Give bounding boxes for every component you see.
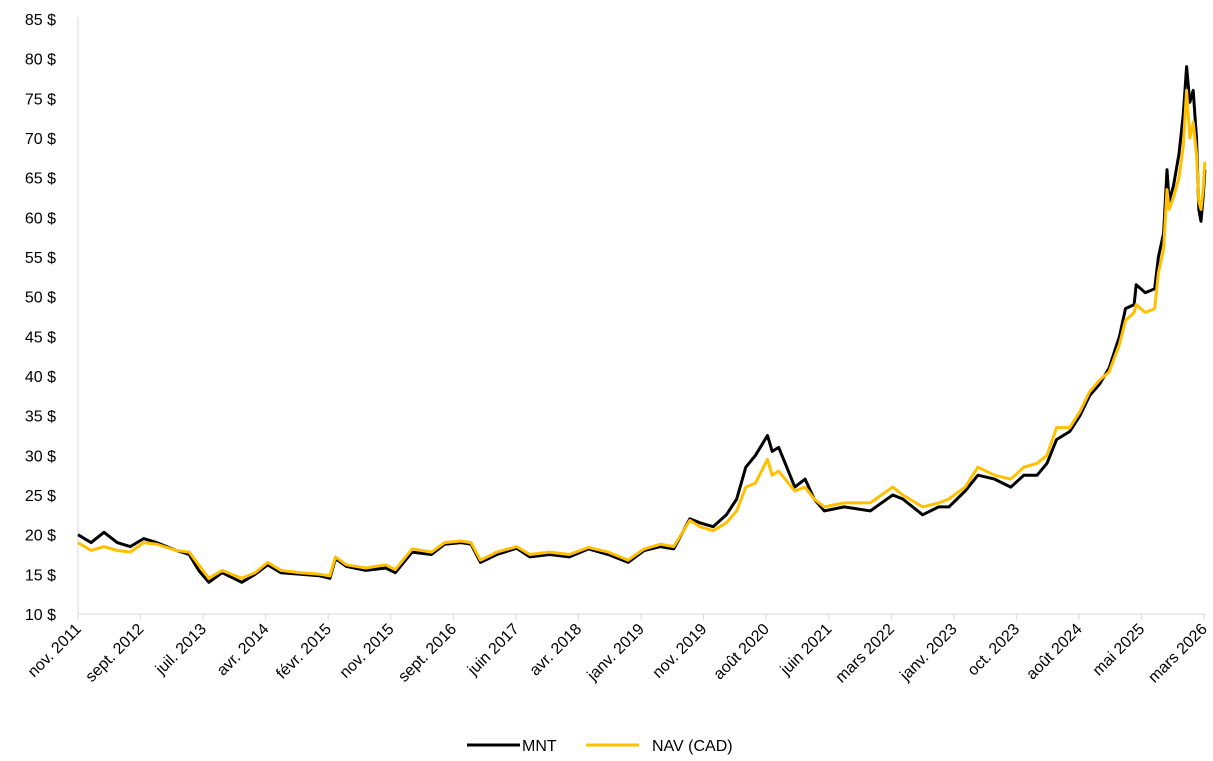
x-tick-label: nov. 2019 bbox=[650, 621, 711, 682]
x-tick-label: mars 2026 bbox=[1145, 621, 1211, 687]
series-layer bbox=[77, 65, 1207, 584]
x-tick-label: août 2020 bbox=[711, 621, 773, 683]
y-tick-label: 50 $ bbox=[25, 290, 56, 307]
x-tick-label: juin 2021 bbox=[777, 621, 836, 680]
y-tick-label: 80 $ bbox=[25, 52, 56, 69]
x-tick-label: nov. 2011 bbox=[25, 621, 85, 681]
y-tick-label: 55 $ bbox=[25, 250, 56, 267]
y-tick-label: 45 $ bbox=[25, 329, 56, 346]
x-tick-label: mars 2022 bbox=[833, 621, 899, 687]
x-tick-label: avr. 2018 bbox=[527, 621, 586, 680]
x-tick-label: oct. 2023 bbox=[965, 621, 1024, 680]
x-tick-label: mai 2025 bbox=[1090, 621, 1149, 680]
x-tick-label: août 2024 bbox=[1023, 621, 1085, 683]
y-tick-label: 25 $ bbox=[25, 488, 56, 505]
x-tick-label: nov. 2015 bbox=[337, 621, 398, 682]
legend-label-mnt: MNT bbox=[522, 738, 557, 755]
series-line-mnt bbox=[77, 65, 1207, 584]
y-tick-label: 85 $ bbox=[25, 12, 56, 29]
x-tick-label: janv. 2023 bbox=[897, 621, 961, 685]
y-tick-label: 40 $ bbox=[25, 369, 56, 386]
y-axis: 10 $ 15 $ 20 $ 25 $ 30 $ 35 $ 40 $ 45 $ 50 $ 55 $… bbox=[25, 12, 79, 624]
x-tick-label: févr. 2015 bbox=[273, 621, 335, 683]
y-tick-label: 75 $ bbox=[25, 91, 56, 108]
x-tick-label: sept. 2016 bbox=[395, 621, 460, 686]
series-line-nav-cad bbox=[77, 88, 1207, 580]
y-tick-label: 35 $ bbox=[25, 409, 56, 426]
y-tick-label: 20 $ bbox=[25, 528, 56, 545]
x-tick-label: janv. 2019 bbox=[584, 621, 648, 685]
y-tick-label: 30 $ bbox=[25, 448, 56, 465]
y-tick-label: 70 $ bbox=[25, 131, 56, 148]
legend-label-nav-cad: NAV (CAD) bbox=[652, 738, 733, 755]
y-tick-label: 10 $ bbox=[25, 607, 56, 624]
x-tick-label: juil. 2013 bbox=[152, 621, 210, 679]
y-tick-label: 60 $ bbox=[25, 210, 56, 227]
legend: MNT NAV (CAD) bbox=[467, 738, 733, 755]
x-tick-label: avr. 2014 bbox=[214, 621, 273, 680]
x-tick-label: sept. 2012 bbox=[83, 621, 148, 686]
x-tick-label: juin 2017 bbox=[464, 621, 523, 680]
y-tick-label: 15 $ bbox=[25, 567, 56, 584]
y-tick-label: 65 $ bbox=[25, 171, 56, 188]
